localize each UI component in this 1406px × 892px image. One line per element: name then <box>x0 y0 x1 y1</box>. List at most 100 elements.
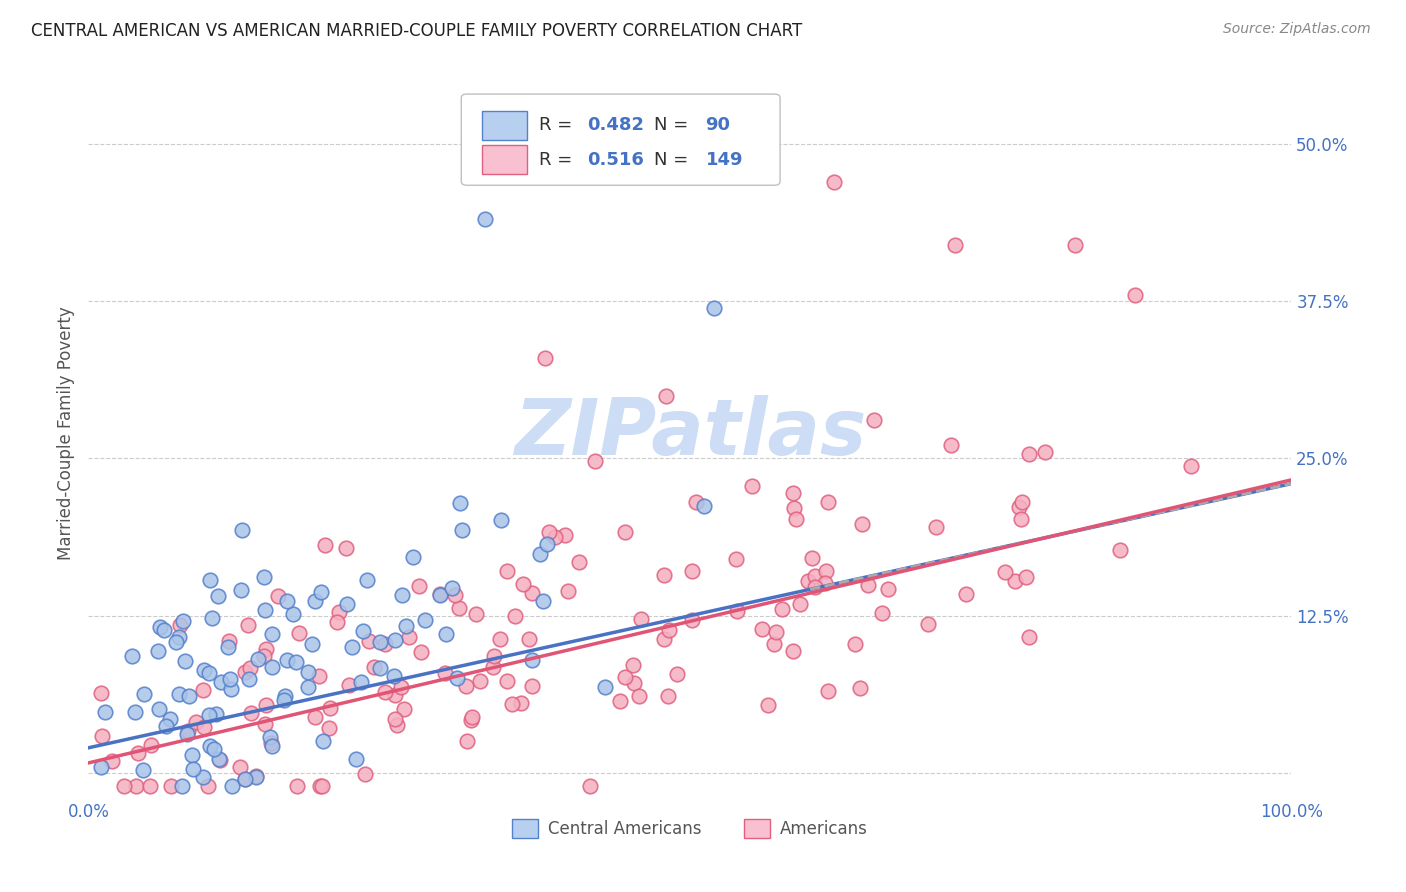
Point <box>235 772 257 787</box>
Point <box>955 586 977 600</box>
Point <box>202 742 225 756</box>
Point <box>368 635 391 649</box>
Point <box>382 669 405 683</box>
Point <box>536 537 558 551</box>
Point <box>344 752 367 766</box>
Point <box>193 720 215 734</box>
Point <box>219 672 242 686</box>
Point <box>943 237 966 252</box>
Point <box>193 682 215 697</box>
Point <box>994 565 1017 579</box>
Point <box>1109 542 1132 557</box>
Point <box>169 617 191 632</box>
Point <box>281 607 304 621</box>
Point <box>91 729 114 743</box>
Point <box>614 525 637 540</box>
Point <box>1018 630 1040 644</box>
Point <box>623 658 645 673</box>
Point <box>245 769 267 783</box>
Point <box>308 668 330 682</box>
Point <box>510 696 533 710</box>
Point <box>496 673 519 688</box>
Point <box>609 694 631 708</box>
Point <box>411 645 433 659</box>
Point <box>274 689 297 703</box>
Point <box>124 706 146 720</box>
Point <box>557 583 579 598</box>
Point <box>253 570 276 584</box>
Point <box>408 579 430 593</box>
Point <box>804 580 827 594</box>
Point <box>503 608 526 623</box>
Point <box>363 660 385 674</box>
Point <box>531 593 554 607</box>
Point <box>374 637 396 651</box>
Point <box>311 585 333 599</box>
Point <box>276 594 298 608</box>
Point <box>568 555 591 569</box>
Point <box>482 660 505 674</box>
Text: 0.516: 0.516 <box>588 151 644 169</box>
Point <box>231 583 253 598</box>
Point <box>703 301 725 315</box>
Point <box>90 759 112 773</box>
Point <box>693 499 716 513</box>
Point <box>593 680 616 694</box>
Point <box>231 523 253 537</box>
Point <box>655 388 678 402</box>
Point <box>318 701 340 715</box>
Point <box>681 564 703 578</box>
Point <box>1180 458 1202 473</box>
Point <box>544 530 567 544</box>
Point <box>125 779 148 793</box>
Point <box>529 547 551 561</box>
Point <box>312 734 335 748</box>
Point <box>392 702 415 716</box>
Point <box>287 626 309 640</box>
Point <box>238 672 260 686</box>
Point <box>1015 570 1038 584</box>
Point <box>823 175 845 189</box>
Point <box>301 637 323 651</box>
Point <box>198 707 221 722</box>
Point <box>304 710 326 724</box>
Text: Source: ZipAtlas.com: Source: ZipAtlas.com <box>1223 22 1371 37</box>
Point <box>284 655 307 669</box>
Point <box>801 550 824 565</box>
Point <box>357 634 380 648</box>
Point <box>520 586 543 600</box>
Point <box>870 606 893 620</box>
Point <box>276 653 298 667</box>
Point <box>652 567 675 582</box>
Point <box>368 661 391 675</box>
Point <box>155 719 177 733</box>
Point <box>353 766 375 780</box>
Point <box>181 762 204 776</box>
Point <box>254 641 277 656</box>
Point <box>501 697 523 711</box>
Point <box>450 523 472 537</box>
Point <box>204 707 226 722</box>
Point <box>614 669 637 683</box>
Point <box>260 627 283 641</box>
Point <box>352 624 374 639</box>
Point <box>519 632 541 647</box>
Point <box>797 574 820 588</box>
Point <box>863 413 886 427</box>
Point <box>756 698 779 712</box>
Point <box>1004 574 1026 588</box>
Point <box>239 706 262 720</box>
Point <box>186 714 208 729</box>
Point <box>627 689 650 703</box>
Point <box>814 576 837 591</box>
Point <box>297 665 319 680</box>
Text: N =: N = <box>654 117 693 135</box>
Point <box>193 663 215 677</box>
Point <box>273 693 295 707</box>
Point <box>433 666 456 681</box>
Point <box>328 605 350 619</box>
Point <box>395 618 418 632</box>
Point <box>170 779 193 793</box>
Point <box>173 654 195 668</box>
Point <box>297 680 319 694</box>
